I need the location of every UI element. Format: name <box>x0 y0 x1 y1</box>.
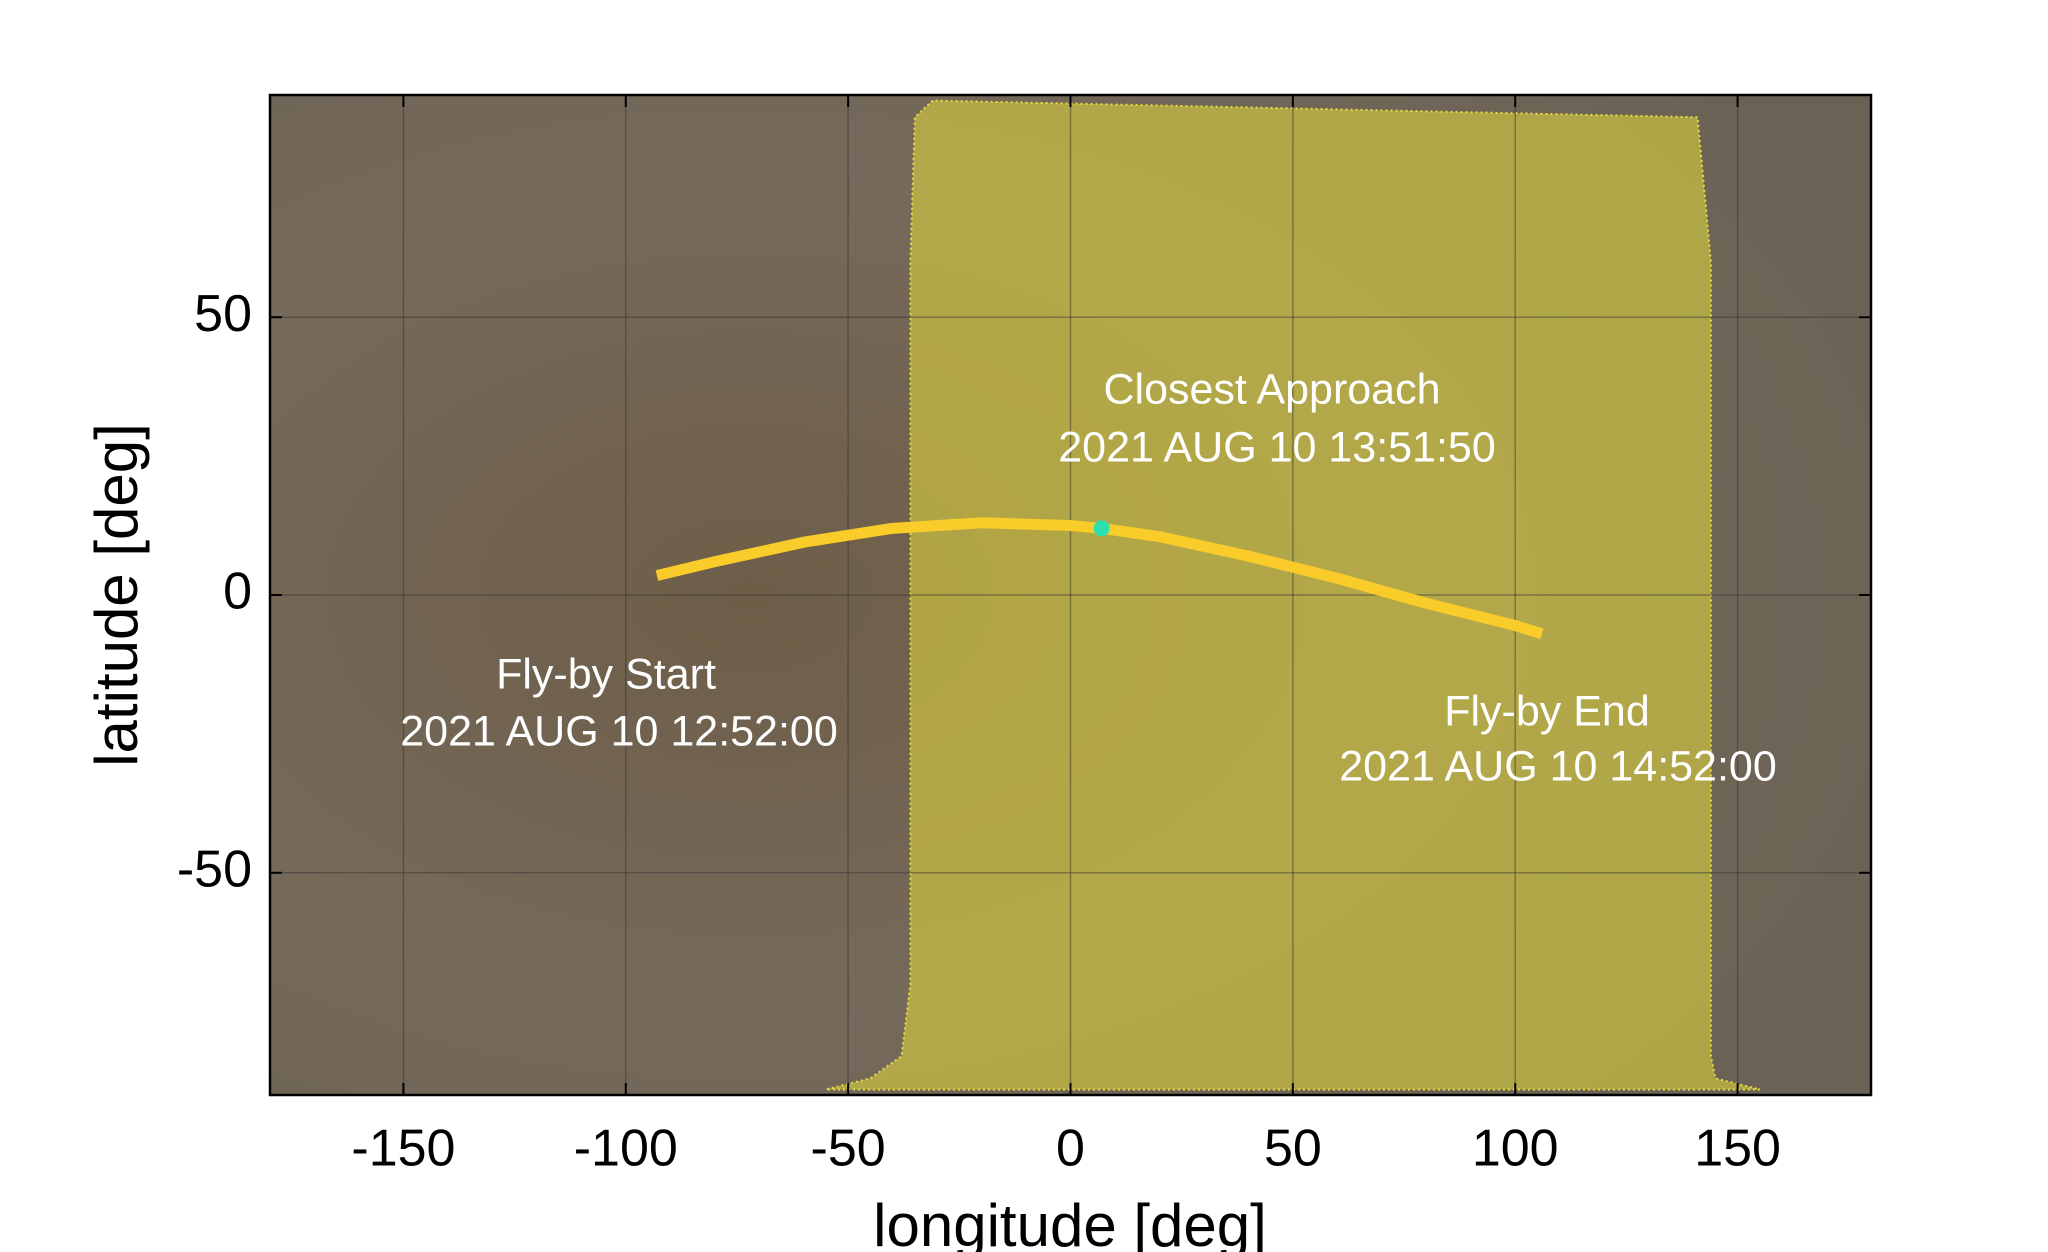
x-tick-label: -150 <box>351 1120 455 1178</box>
y-tick-label: 0 <box>223 563 252 621</box>
x-tick-label: -100 <box>574 1120 678 1178</box>
y-tick-label: -50 <box>177 841 252 899</box>
annotation: Fly-by Start <box>496 650 716 698</box>
annotation: Closest Approach <box>1103 365 1440 413</box>
x-tick-label: 0 <box>1056 1120 1085 1178</box>
plot-frame <box>268 93 1873 1097</box>
x-axis-label: longitude [deg] <box>873 1192 1267 1252</box>
closest-approach-point <box>1093 520 1110 537</box>
x-tick-label: 150 <box>1694 1120 1781 1178</box>
annotation: Fly-by End <box>1444 687 1650 735</box>
x-tick-label: 50 <box>1264 1120 1322 1178</box>
x-tick-label: -50 <box>811 1120 886 1178</box>
dayside-region <box>825 99 1761 1091</box>
y-axis-label: latitude [deg] <box>83 423 150 767</box>
x-tick-label: 100 <box>1472 1120 1559 1178</box>
annotation: 2021 AUG 10 12:52:00 <box>400 707 838 755</box>
annotation: 2021 AUG 10 13:51:50 <box>1058 423 1496 471</box>
y-tick-label: 50 <box>194 285 252 343</box>
annotation: 2021 AUG 10 14:52:00 <box>1339 742 1777 790</box>
